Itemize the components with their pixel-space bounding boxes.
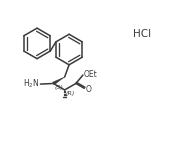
Polygon shape — [53, 77, 65, 85]
Text: OEt: OEt — [84, 70, 97, 79]
Text: (S): (S) — [54, 85, 63, 90]
Text: O: O — [85, 85, 91, 94]
Text: HCl: HCl — [133, 29, 151, 39]
Text: (R): (R) — [65, 91, 74, 96]
Text: H$_2$N: H$_2$N — [23, 78, 40, 90]
